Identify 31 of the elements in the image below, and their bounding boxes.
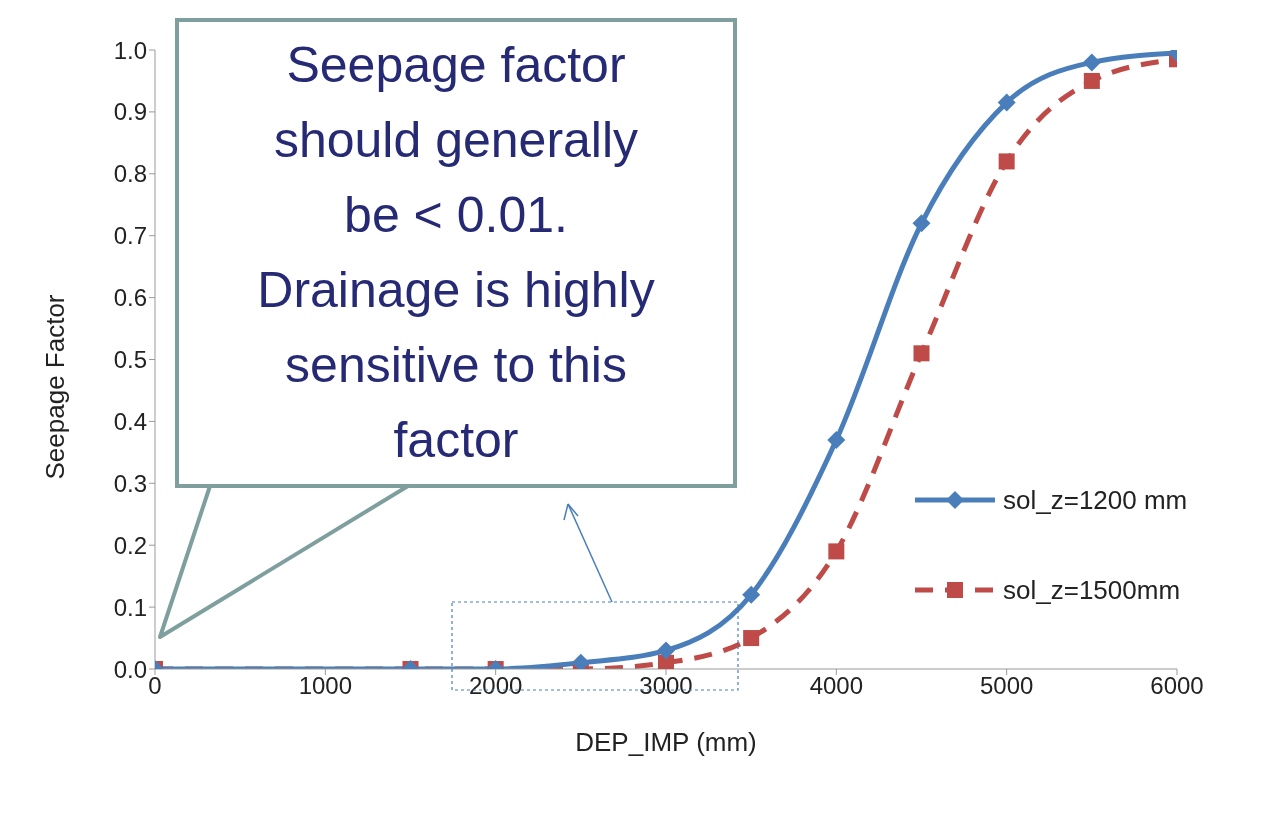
point (827, 430, 846, 449)
x-tick-label: 1000 (298, 672, 353, 700)
y-tick-label: 0.2 (113, 531, 147, 559)
y-tick-label: 0.7 (113, 222, 147, 250)
y-tick-label: 1.0 (113, 36, 147, 64)
point (912, 214, 931, 233)
x-axis-title: DEP_IMP (mm) (575, 727, 757, 757)
point (1083, 72, 1100, 89)
annotation: Seepage factor should generally be < 0.01. Drainage is highly sensitive to this factor (256, 36, 656, 470)
y-tick-label: 0.0 (113, 655, 147, 683)
x-tick-label: 3000 (639, 672, 693, 700)
y-axis-title: Seepage Factor (40, 294, 71, 480)
legend-label: sol_z=1200 mm (1003, 484, 1188, 516)
y-tick-label: 0.5 (113, 346, 147, 374)
legend-label: sol_z=1500mm (1003, 574, 1181, 606)
y-tick-label: 0.4 (113, 407, 147, 435)
y-tick-label: 0.8 (113, 160, 147, 188)
y-tick-label: 0.9 (113, 98, 147, 126)
point (997, 93, 1016, 112)
point (1082, 53, 1101, 72)
x-tick-label: 2000 (468, 672, 523, 700)
x-tick-label: 4000 (809, 672, 864, 700)
point (571, 653, 590, 669)
y-tick-label: 0.1 (113, 593, 147, 621)
x-tick-label: 0 (148, 672, 162, 700)
point (998, 153, 1015, 170)
y-tick-label: 0.3 (113, 469, 147, 497)
y-tick-label: 0.6 (113, 284, 147, 312)
x-tick-label: 6000 (1150, 672, 1204, 700)
x-tick-label: 5000 (979, 672, 1034, 700)
point (913, 345, 930, 362)
